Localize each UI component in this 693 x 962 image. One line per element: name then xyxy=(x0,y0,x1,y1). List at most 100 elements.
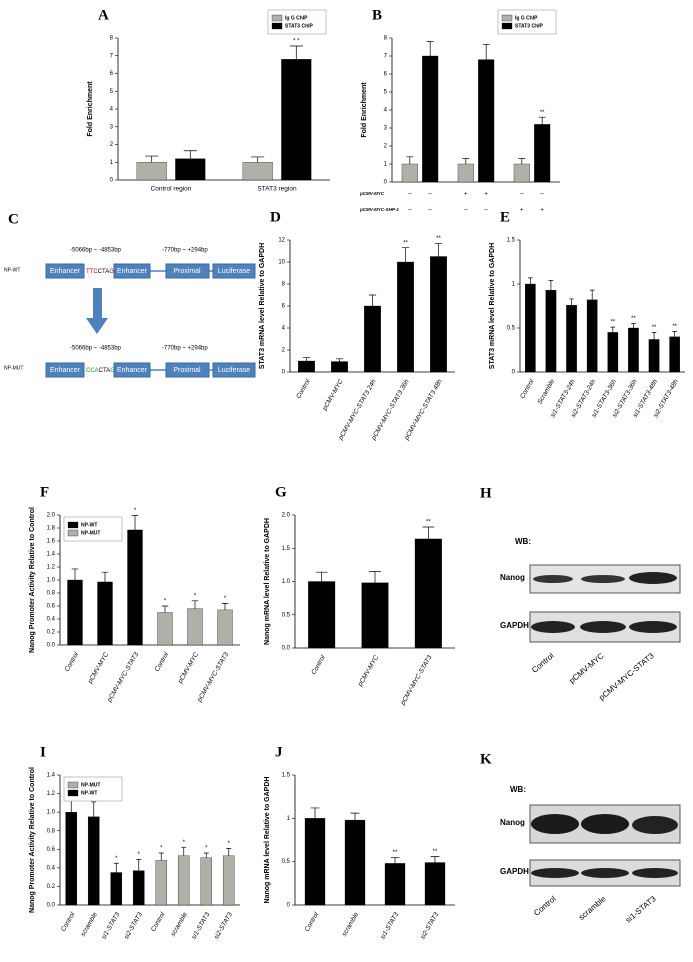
bar-chart: F 0.0 0.2 0.4 0.6 0.8 1.0 1.2 1.4 1.6 1.8 2.0 Nanog … xyxy=(29,484,240,704)
error-bar xyxy=(203,852,209,858)
legend-label: NP-WT xyxy=(81,790,97,796)
condition-mark: + xyxy=(464,192,468,198)
bar xyxy=(422,55,439,183)
panel-label: H xyxy=(480,485,492,501)
blot-title: WB: xyxy=(515,537,531,546)
bar xyxy=(648,339,660,373)
box xyxy=(113,362,151,378)
bar xyxy=(525,283,536,373)
x-tick-label: Control xyxy=(60,911,77,933)
y-tick-label: 1.2 xyxy=(47,565,56,571)
western-blot: H WB: Nanog GAPDH Control pCMV-MYC pCMV-… xyxy=(480,485,681,702)
x-tick-label: pCMV-MYC-STAT3 48h xyxy=(403,378,444,442)
error-bar xyxy=(315,571,328,582)
bar xyxy=(430,256,447,373)
y-tick-label: 4 xyxy=(110,107,114,113)
y-tick-label: 0.6 xyxy=(47,847,56,853)
y-tick-label: 0 xyxy=(384,180,388,186)
region-label: -770bp ~ +294bp xyxy=(162,346,208,352)
significance: ** xyxy=(393,850,398,856)
y-tick-label: 1.4 xyxy=(47,552,56,558)
significance: ** xyxy=(426,520,431,526)
significance: ** xyxy=(631,316,636,322)
bar xyxy=(607,332,619,373)
y-tick-label: 2 xyxy=(110,142,114,148)
bar xyxy=(87,816,100,906)
error-bar xyxy=(302,357,311,361)
y-tick-label: 1.0 xyxy=(47,810,56,816)
x-tick-label: scramble xyxy=(341,911,360,938)
x-tick-label: Control xyxy=(310,654,327,676)
bar xyxy=(127,529,143,646)
panel-label: B xyxy=(372,7,382,23)
bar xyxy=(187,608,203,646)
row-label: Nanog xyxy=(500,573,525,582)
condition-label: pCMV-MYC-SHP-1 xyxy=(359,207,399,212)
error-bar xyxy=(145,155,159,163)
x-tick-label: Control region xyxy=(151,186,192,193)
legend-swatch xyxy=(67,529,79,537)
bar xyxy=(132,870,145,906)
legend-label: Ig G ChIP xyxy=(285,15,308,21)
box-label: Luciferase xyxy=(218,367,250,374)
y-tick-label: 0.6 xyxy=(47,604,56,610)
bar xyxy=(200,857,213,906)
error-bar xyxy=(610,326,616,333)
y-axis-title: Fold Enrichment xyxy=(87,81,94,137)
y-tick-label: 0.5 xyxy=(507,326,516,332)
y-tick-label: 0.2 xyxy=(47,884,56,890)
lane-label: pCMV-MYC-STAT3 xyxy=(597,651,656,702)
bar xyxy=(304,818,326,906)
arrow xyxy=(86,288,108,334)
error-bar xyxy=(131,515,139,530)
legend-swatch xyxy=(67,521,79,529)
band xyxy=(580,621,626,633)
significance: * xyxy=(228,841,231,847)
x-tick-label: pCMV-MYC-STAT3 xyxy=(196,651,231,704)
row-label: GAPDH xyxy=(500,867,529,876)
y-tick-label: 2.0 xyxy=(47,513,56,519)
error-bar xyxy=(462,158,470,164)
y-tick-label: 7 xyxy=(384,54,388,60)
y-axis-title: Fold Enrichment xyxy=(361,82,368,138)
y-tick-label: 6 xyxy=(384,72,388,78)
y-tick-label: 1.2 xyxy=(47,791,56,797)
error-bar xyxy=(221,603,229,610)
bar xyxy=(97,581,113,646)
x-tick-label: pCMV-MYC-STAT3 24h xyxy=(337,378,378,442)
box-label: Proximal xyxy=(173,367,201,374)
y-tick-label: 0.0 xyxy=(282,646,291,652)
region-label: -5066bp ~ -4853bp xyxy=(70,248,122,254)
bar xyxy=(545,290,557,373)
panel-label: I xyxy=(40,744,46,760)
bar xyxy=(242,162,273,181)
band xyxy=(531,814,579,834)
significance: ** xyxy=(540,110,545,116)
legend-label: STAT3 ChIP xyxy=(285,23,314,29)
y-tick-label: 0.4 xyxy=(47,617,56,623)
y-tick-label: 2 xyxy=(384,144,388,150)
error-bar xyxy=(651,332,657,340)
bar xyxy=(364,305,381,373)
x-tick-label: pCMV-MYC-STAT3 36h xyxy=(370,378,411,442)
error-bar xyxy=(101,571,109,582)
seq-part: CCA xyxy=(86,368,99,374)
x-tick-label: pCMV-MYC xyxy=(321,378,345,412)
bar xyxy=(628,327,639,373)
band xyxy=(629,572,677,584)
error-bar xyxy=(589,289,595,300)
legend-label: STAT3 ChIP xyxy=(515,23,544,29)
error-bar xyxy=(226,848,232,856)
bar xyxy=(457,163,474,183)
bar-chart: J 0 0.5 1 1.5 Nanog mRNA level Relative to GA… xyxy=(264,744,455,941)
y-tick-label: 7 xyxy=(110,53,114,59)
panel-label: A xyxy=(98,7,109,23)
legend-swatch xyxy=(501,22,513,30)
box-label: Enhancer xyxy=(50,367,81,374)
x-tick-label: pCMV-MYC-STAT3 xyxy=(106,651,141,704)
significance: * xyxy=(205,846,208,852)
error-bar xyxy=(350,812,360,821)
bar xyxy=(414,538,442,649)
band xyxy=(632,868,678,878)
significance: * xyxy=(138,852,141,858)
